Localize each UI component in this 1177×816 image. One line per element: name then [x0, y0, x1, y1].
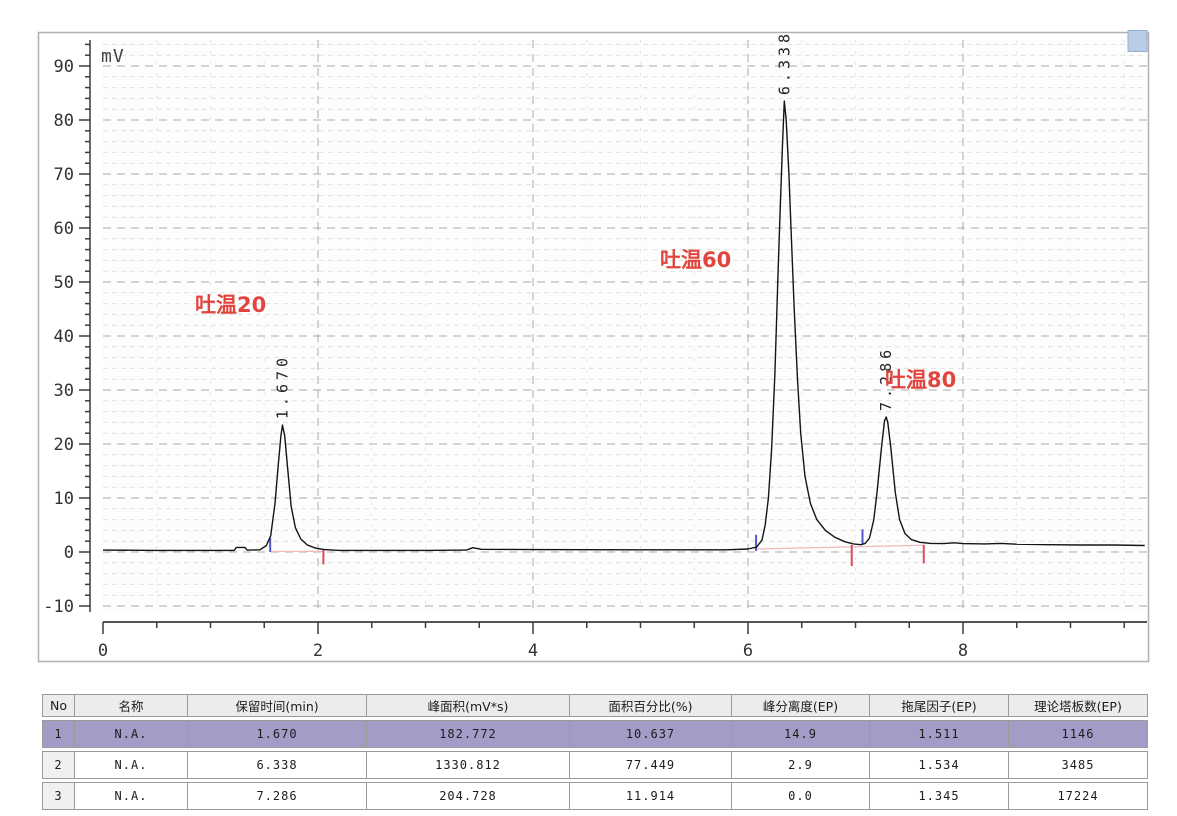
- table-cell[interactable]: 10.637: [570, 720, 732, 748]
- table-cell[interactable]: 6.338: [188, 751, 367, 779]
- table-cell[interactable]: 1146: [1009, 720, 1148, 748]
- table-header-row: No 名称 保留时间(min) 峰面积(mV*s) 面积百分比(%) 峰分离度(EP) 拖尾…: [42, 694, 1148, 717]
- table-cell[interactable]: 14.9: [732, 720, 870, 748]
- x-tick-label: 4: [528, 641, 538, 661]
- y-tick-label: 0: [64, 543, 74, 563]
- table-cell[interactable]: 1.670: [188, 720, 367, 748]
- table-row[interactable]: 2 N.A. 6.338 1330.812 77.449 2.9 1.534 3485: [42, 751, 1148, 779]
- y-tick-label: 40: [54, 327, 74, 347]
- retention-time-label: 6.338: [775, 30, 793, 95]
- y-tick-label: 60: [54, 219, 74, 239]
- y-tick-label: 30: [54, 381, 74, 401]
- column-header-2: 保留时间(min): [188, 694, 367, 717]
- y-tick-label: 20: [54, 435, 74, 455]
- peak-results-table: No 名称 保留时间(min) 峰面积(mV*s) 面积百分比(%) 峰分离度(EP) 拖尾…: [42, 691, 1148, 813]
- table-cell[interactable]: N.A.: [75, 720, 188, 748]
- x-tick-label: 2: [313, 641, 323, 661]
- column-header-7: 理论塔板数(EP): [1009, 694, 1148, 717]
- table-cell[interactable]: N.A.: [75, 751, 188, 779]
- integration-baseline: [756, 544, 924, 550]
- column-header-5: 峰分离度(EP): [732, 694, 870, 717]
- x-tick-label: 0: [98, 641, 108, 661]
- table-cell[interactable]: 3: [42, 782, 75, 810]
- table-cell[interactable]: 1: [42, 720, 75, 748]
- y-tick-label: -10: [43, 597, 74, 617]
- peak-annotation: 吐温20: [195, 293, 266, 317]
- column-header-3: 峰面积(mV*s): [367, 694, 570, 717]
- signal-trace: [102, 100, 1145, 552]
- table-header-row: No 名称 保留时间(min) 峰面积(mV*s) 面积百分比(%) 峰分离度(EP) 拖尾…: [42, 694, 1148, 717]
- table-cell[interactable]: 204.728: [367, 782, 570, 810]
- y-tick-label: 70: [54, 165, 74, 185]
- table-cell[interactable]: 3485: [1009, 751, 1148, 779]
- table-cell[interactable]: 7.286: [188, 782, 367, 810]
- column-header-0: No: [42, 694, 75, 717]
- table-cell[interactable]: 17224: [1009, 782, 1148, 810]
- x-tick-label: 6: [743, 641, 753, 661]
- table-cell[interactable]: N.A.: [75, 782, 188, 810]
- peak-annotation: 吐温60: [660, 248, 731, 272]
- column-header-1: 名称: [75, 694, 188, 717]
- table-cell[interactable]: 1330.812: [367, 751, 570, 779]
- retention-time-label: 1.670: [274, 354, 292, 419]
- table-cell[interactable]: 2: [42, 751, 75, 779]
- table-cell[interactable]: 182.772: [367, 720, 570, 748]
- column-header-4: 面积百分比(%): [570, 694, 732, 717]
- table-row[interactable]: 3 N.A. 7.286 204.728 11.914 0.0 1.345 17224: [42, 782, 1148, 810]
- table-body: 1 N.A. 1.670 182.772 10.637 14.9 1.511 1146 2 N.A…: [42, 720, 1148, 810]
- table-cell[interactable]: 0.0: [732, 782, 870, 810]
- y-tick-label: 90: [54, 57, 74, 77]
- chromatogram-panel[interactable]: -10 0 10 20 30 40 50 60 70 80 90 mV 0 2 4 6 8 1.670 6.338 7…: [0, 0, 1177, 685]
- table-cell[interactable]: 2.9: [732, 751, 870, 779]
- retention-time-label: 7.286: [877, 346, 895, 411]
- table-cell[interactable]: 1.345: [870, 782, 1009, 810]
- peak-annotation: 吐温80: [885, 368, 956, 392]
- table-cell[interactable]: 1.534: [870, 751, 1009, 779]
- y-tick-label: 80: [54, 111, 74, 131]
- y-axis-unit-label: mV: [101, 46, 125, 67]
- scrollbar-thumb[interactable]: [1127, 30, 1148, 52]
- plot-area[interactable]: [103, 40, 1147, 612]
- column-header-6: 拖尾因子(EP): [870, 694, 1009, 717]
- peak-results-table-wrap: No 名称 保留时间(min) 峰面积(mV*s) 面积百分比(%) 峰分离度(EP) 拖尾…: [42, 691, 1148, 813]
- table-cell[interactable]: 11.914: [570, 782, 732, 810]
- table-cell[interactable]: 77.449: [570, 751, 732, 779]
- y-tick-label: 50: [54, 273, 74, 293]
- table-cell[interactable]: 1.511: [870, 720, 1009, 748]
- table-row[interactable]: 1 N.A. 1.670 182.772 10.637 14.9 1.511 1146: [42, 720, 1148, 748]
- y-tick-label: 10: [54, 489, 74, 509]
- x-tick-label: 8: [958, 641, 968, 661]
